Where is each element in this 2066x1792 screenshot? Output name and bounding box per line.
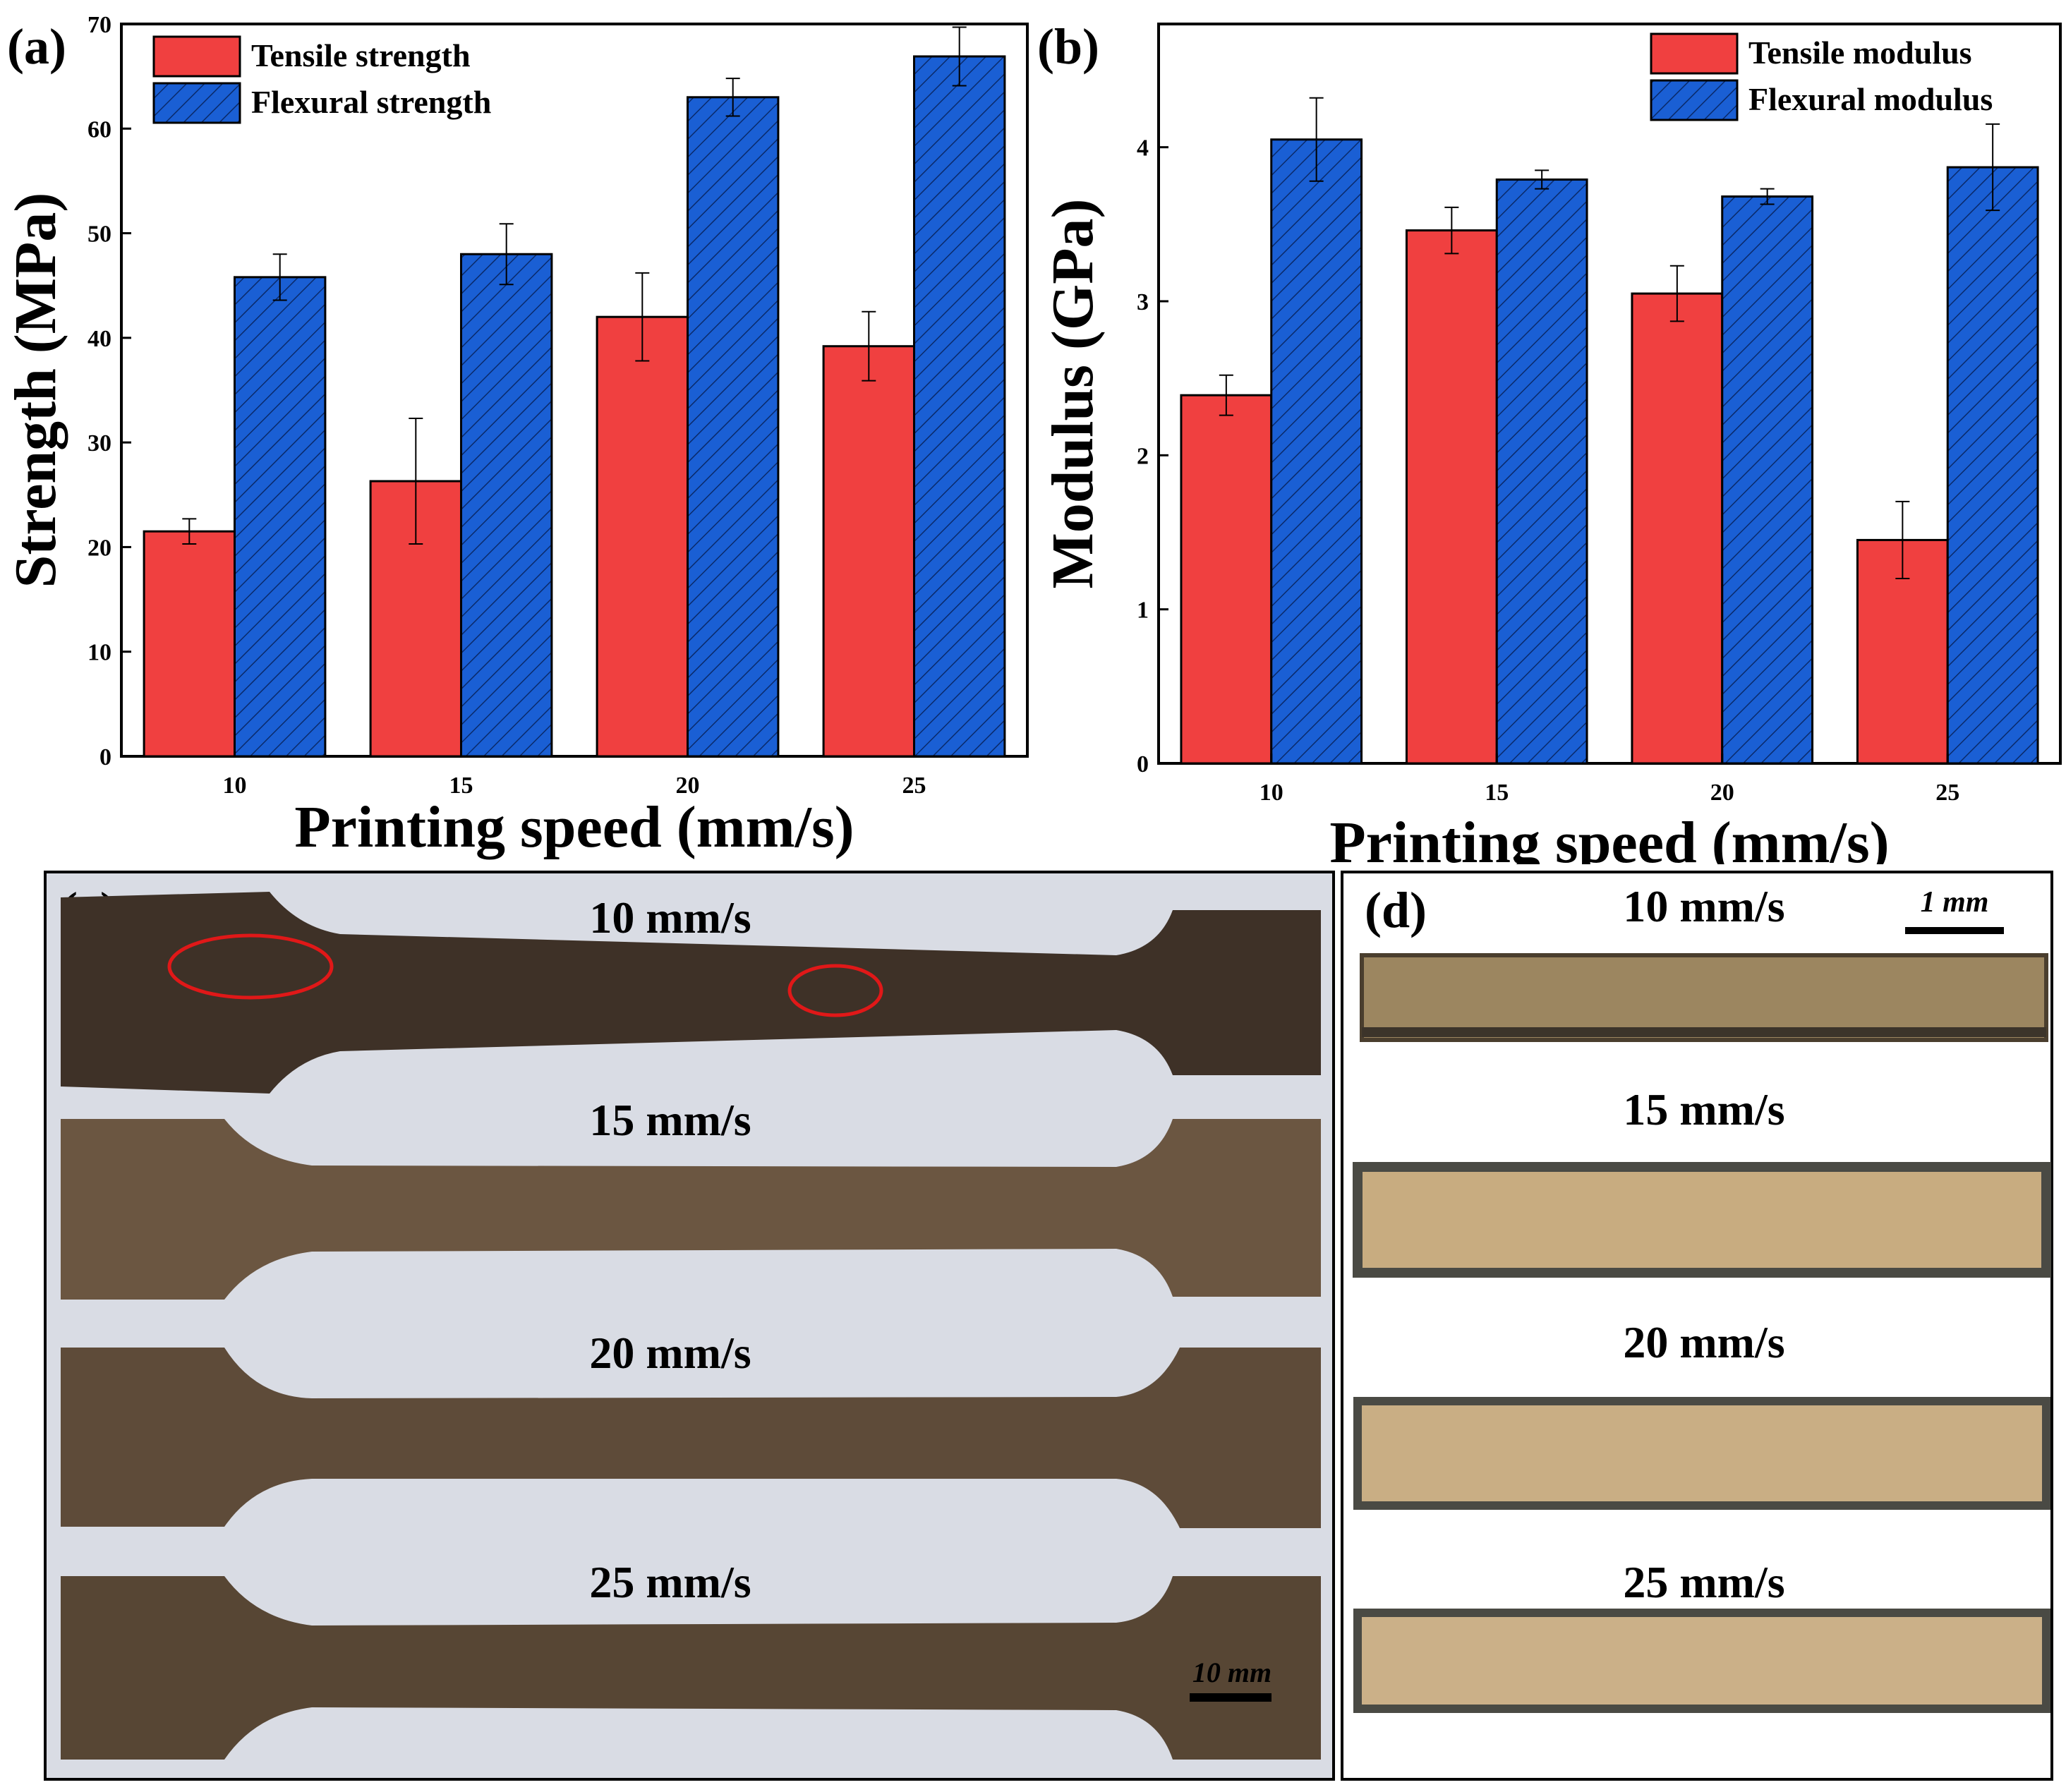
specimen-15mms xyxy=(61,1119,1321,1300)
bar-tensile-modulus-10 xyxy=(1180,394,1273,765)
legend-swatch-tensile-strength xyxy=(152,35,241,78)
y-tick-label: 70 xyxy=(87,12,111,38)
bar-tensile-strength-10 xyxy=(143,530,236,758)
specimen-10mms xyxy=(61,892,1321,1094)
scale-bar-label-10mm: 10 mm xyxy=(1192,1657,1271,1688)
section-label-15: 15 mm/s xyxy=(1623,1084,1784,1134)
y-tick-label: 50 xyxy=(87,222,111,248)
y-tick-label: 0 xyxy=(1137,751,1149,777)
y-tick-label: 1 xyxy=(1137,598,1149,624)
bar-flexural-strength-25 xyxy=(913,55,1006,758)
x-tick-label: 10 xyxy=(223,773,247,799)
x-tick-label: 15 xyxy=(449,773,473,799)
x-tick-label: 20 xyxy=(676,773,700,799)
y-axis-title: Modulus (GPa) xyxy=(1040,198,1106,588)
section-label-25: 25 mm/s xyxy=(1623,1557,1784,1607)
legend-swatch-flexural-strength xyxy=(152,82,241,124)
scale-bar-10mm xyxy=(1190,1693,1271,1702)
y-tick-label: 10 xyxy=(87,640,111,666)
legend-label-tensile-modulus: Tensile modulus xyxy=(1748,35,1972,71)
y-axis-title: Strength (MPa) xyxy=(3,193,68,588)
bar-flexural-modulus-25 xyxy=(1946,166,2039,765)
y-tick-label: 20 xyxy=(87,535,111,561)
legend-label-flexural-strength: Flexural strength xyxy=(251,84,491,120)
section-10mms xyxy=(1360,953,2048,1042)
bar-flexural-strength-20 xyxy=(687,96,780,758)
bar-flexural-modulus-20 xyxy=(1721,195,1814,765)
scale-bar-1mm xyxy=(1905,927,2004,934)
x-tick-label: 10 xyxy=(1259,780,1283,806)
photo-c-specimens: (c) 10 mm/s 15 mm/s 20 mm/s 25 mm/s 10 m… xyxy=(44,871,1335,1781)
bar-flexural-modulus-15 xyxy=(1495,178,1588,765)
specimen-label-10: 10 mm/s xyxy=(589,892,751,943)
specimen-25mms xyxy=(61,1576,1321,1760)
specimen-label-15: 15 mm/s xyxy=(589,1095,751,1145)
y-tick-label: 3 xyxy=(1137,289,1149,315)
section-25mms xyxy=(1353,1609,2050,1713)
bar-flexural-strength-10 xyxy=(234,276,327,758)
chart-a-strength: 0 10 20 30 40 50 60 70 10 15 20 25 Printing speed (m… xyxy=(3,12,1029,860)
bar-tensile-modulus-20 xyxy=(1631,292,1724,765)
section-10mms-edge xyxy=(1362,1027,2046,1037)
legend-swatch-tensile-modulus xyxy=(1650,32,1739,75)
scale-bar-label-1mm: 1 mm xyxy=(1921,886,1989,919)
photo-d-cross-sections: (d) 1 mm 10 mm/s 15 mm/s 20 mm/s 25 mm/s xyxy=(1341,871,2053,1781)
bar-tensile-modulus-15 xyxy=(1405,229,1498,765)
y-tick-label: 2 xyxy=(1137,443,1149,469)
legend-label-tensile-strength: Tensile strength xyxy=(251,37,471,73)
panel-label: (a) xyxy=(7,18,66,75)
section-label-10: 10 mm/s xyxy=(1623,881,1784,931)
specimen-label-25: 25 mm/s xyxy=(589,1557,751,1607)
panel-d-label: (d) xyxy=(1365,882,1427,938)
section-20mms xyxy=(1353,1397,2050,1510)
legend-swatch-flexural-modulus xyxy=(1650,79,1739,121)
y-tick-label: 0 xyxy=(99,744,111,770)
panel-label: (b) xyxy=(1037,18,1099,75)
defect-marker-2 xyxy=(787,964,883,1017)
defect-marker-1 xyxy=(167,933,334,1000)
chart-b-modulus: 0 1 2 3 4 10 15 20 25 Printing speed (mm/s) Modulu… xyxy=(1037,18,2062,864)
y-tick-label: 60 xyxy=(87,116,111,143)
specimen-label-20: 20 mm/s xyxy=(589,1328,751,1378)
y-tick-label: 40 xyxy=(87,326,111,352)
bar-flexural-modulus-10 xyxy=(1270,138,1363,765)
y-tick-label: 30 xyxy=(87,430,111,456)
section-label-20: 20 mm/s xyxy=(1623,1317,1784,1367)
x-tick-label: 15 xyxy=(1485,780,1509,806)
bar-tensile-strength-20 xyxy=(596,315,689,758)
x-tick-label: 20 xyxy=(1710,780,1734,806)
x-tick-label: 25 xyxy=(1935,780,1959,806)
legend-label-flexural-modulus: Flexural modulus xyxy=(1748,81,1993,117)
y-tick-label: 4 xyxy=(1137,135,1149,162)
x-axis-title: Printing speed (mm/s) xyxy=(1329,810,1889,864)
section-15mms xyxy=(1353,1162,2051,1278)
x-tick-label: 25 xyxy=(902,773,926,799)
x-axis-title: Printing speed (mm/s) xyxy=(294,794,854,860)
bar-tensile-strength-25 xyxy=(822,345,915,758)
specimen-20mms xyxy=(61,1348,1321,1528)
bar-flexural-strength-15 xyxy=(460,253,553,758)
